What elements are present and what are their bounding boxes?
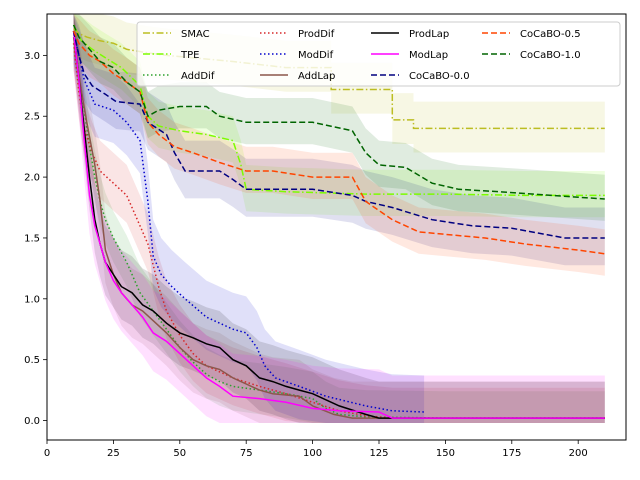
band-prodlap <box>73 14 605 423</box>
x-tick-label: 25 <box>107 448 120 459</box>
legend-label: CoCaBO-0.5 <box>520 29 581 40</box>
x-tick-label: 200 <box>569 448 588 459</box>
band-modlap <box>73 14 605 423</box>
x-tick-label: 125 <box>369 448 388 459</box>
legend-label: ModLap <box>409 50 448 61</box>
legend-item-cocabo-1-0: CoCaBO-1.0 <box>482 50 581 61</box>
plot-frame <box>46 13 627 441</box>
x-tick-label: 75 <box>240 448 253 459</box>
band-cocabo-1-0 <box>73 14 605 221</box>
legend-item-adddif: AddDif <box>143 71 215 82</box>
x-tick-label: 175 <box>502 448 521 459</box>
legend-label: SMAC <box>181 29 210 40</box>
legend-item-addlap: AddLap <box>260 71 335 82</box>
legend: SMAC TPE AddDif ProdDif ModDif AddLap ProdLap M… <box>136 21 621 87</box>
legend-item-prodlap: ProdLap <box>371 29 449 40</box>
x-axis: 0 25 50 75 100 125 150 175 200 <box>44 440 588 459</box>
x-tick-label: 0 <box>44 448 50 459</box>
legend-item-cocabo-0-0: CoCaBO-0.0 <box>371 71 470 82</box>
series-line-tpe <box>72 24 605 197</box>
y-tick-label: 2.0 <box>24 173 40 184</box>
legend-label: ProdDif <box>298 29 335 40</box>
y-tick-label: 0.0 <box>24 416 40 427</box>
x-tick-label: 100 <box>303 448 322 459</box>
legend-item-proddif: ProdDif <box>260 29 335 40</box>
legend-label: CoCaBO-1.0 <box>520 50 581 61</box>
series-line-prodlap <box>72 30 605 419</box>
band-addlap <box>73 14 605 423</box>
y-tick-label: 0.5 <box>24 355 40 366</box>
y-tick-label: 1.5 <box>24 233 40 244</box>
y-tick-label: 1.0 <box>24 294 40 305</box>
series-lines <box>72 24 605 419</box>
legend-label: CoCaBO-0.0 <box>409 71 470 82</box>
band-cocabo-0-0 <box>73 14 605 266</box>
series-line-cocabo-1-0 <box>72 24 605 200</box>
legend-item-cocabo-0-5: CoCaBO-0.5 <box>482 29 581 40</box>
y-tick-label: 2.5 <box>24 112 40 123</box>
series-line-cocabo-0-5 <box>72 30 605 255</box>
legend-item-modlap: ModLap <box>371 50 448 61</box>
y-tick-label: 3.0 <box>24 51 40 62</box>
x-tick-label: 150 <box>436 448 455 459</box>
series-line-cocabo-0-0 <box>72 30 605 239</box>
x-tick-label: 50 <box>173 448 186 459</box>
band-cocabo-0-5 <box>73 14 605 276</box>
series-line-modlap <box>72 30 605 419</box>
legend-label: AddDif <box>181 71 215 82</box>
band-moddif <box>73 14 425 423</box>
series-line-moddif <box>72 30 425 413</box>
legend-label: TPE <box>180 50 199 61</box>
legend-item-moddif: ModDif <box>260 50 334 61</box>
legend-item-tpe: TPE <box>143 50 199 61</box>
legend-label: AddLap <box>298 71 335 82</box>
legend-label: ProdLap <box>409 29 449 40</box>
series-line-adddif <box>72 30 605 419</box>
legend-item-smac: SMAC <box>143 29 210 40</box>
legend-label: ModDif <box>298 50 334 61</box>
series-line-proddif <box>72 43 605 419</box>
series-line-addlap <box>72 36 605 419</box>
y-axis: 0.0 0.5 1.0 1.5 2.0 2.5 3.0 <box>24 51 47 427</box>
